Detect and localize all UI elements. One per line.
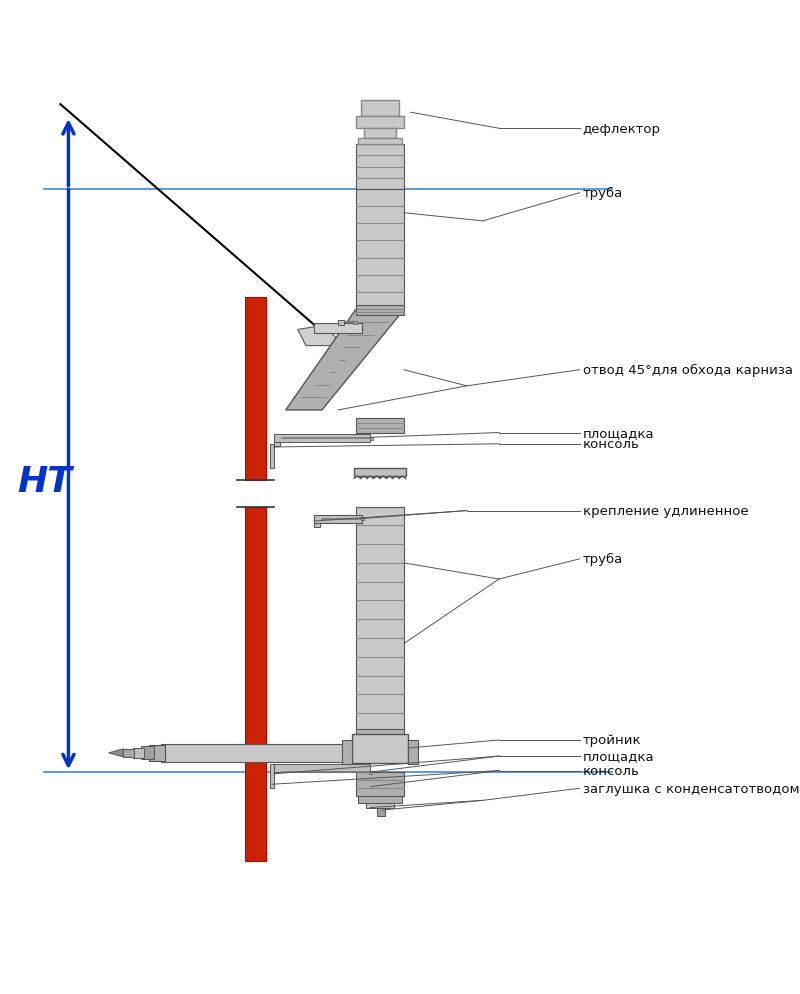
Bar (356, 117, 404, 129)
Text: отвод 45°для обхода карниза: отвод 45°для обхода карниза (582, 364, 793, 377)
Bar (356, 729, 404, 746)
Bar (352, 735, 408, 762)
Bar (246, 298, 266, 480)
Polygon shape (109, 749, 123, 757)
Bar (356, 507, 404, 733)
Bar (342, 741, 352, 764)
Bar (358, 139, 402, 145)
Text: заглушка с конденсатотводом: заглушка с конденсатотводом (582, 782, 799, 795)
Bar (366, 803, 394, 808)
Bar (270, 764, 274, 788)
Text: труба: труба (582, 553, 623, 566)
Bar (149, 746, 165, 761)
Text: тройник: тройник (582, 734, 642, 746)
Bar (274, 442, 280, 446)
Text: труба: труба (582, 187, 623, 200)
Bar (356, 418, 404, 433)
Bar (354, 321, 357, 324)
Bar (361, 518, 364, 521)
Text: крепление удлиненное: крепление удлиненное (582, 505, 748, 518)
Text: площадка: площадка (582, 426, 654, 439)
Bar (274, 434, 370, 442)
Bar (358, 796, 402, 803)
Bar (141, 746, 154, 759)
Bar (356, 306, 404, 316)
Text: консоль: консоль (582, 437, 639, 451)
Text: консоль: консоль (582, 764, 639, 777)
Bar (356, 190, 404, 310)
Text: площадка: площадка (582, 749, 654, 762)
Bar (364, 129, 396, 139)
Bar (408, 741, 418, 764)
Text: НТ: НТ (17, 464, 72, 498)
Bar (314, 324, 362, 333)
Bar (161, 745, 352, 762)
Bar (356, 145, 404, 190)
Bar (123, 749, 134, 757)
Bar (314, 523, 320, 527)
Bar (361, 101, 399, 117)
Bar (246, 507, 266, 861)
Text: дефлектор: дефлектор (582, 122, 661, 135)
Bar (133, 748, 144, 757)
Bar (314, 515, 362, 523)
Bar (354, 468, 406, 476)
Bar (370, 437, 374, 440)
Polygon shape (298, 326, 346, 346)
Bar (377, 808, 385, 816)
Bar (338, 320, 345, 325)
Bar (274, 764, 370, 772)
Bar (356, 772, 404, 796)
Bar (270, 444, 274, 468)
Polygon shape (286, 310, 404, 411)
Bar (369, 770, 372, 774)
